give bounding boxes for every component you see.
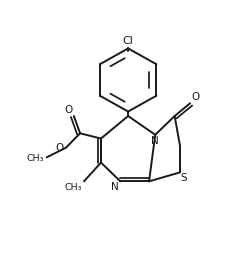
- Text: O: O: [192, 92, 200, 102]
- Text: N: N: [111, 182, 119, 192]
- Text: O: O: [64, 104, 72, 115]
- Text: CH₃: CH₃: [27, 154, 44, 163]
- Text: N: N: [152, 135, 159, 146]
- Text: O: O: [56, 143, 64, 153]
- Text: S: S: [181, 173, 188, 183]
- Text: CH₃: CH₃: [65, 183, 82, 192]
- Text: Cl: Cl: [123, 36, 134, 46]
